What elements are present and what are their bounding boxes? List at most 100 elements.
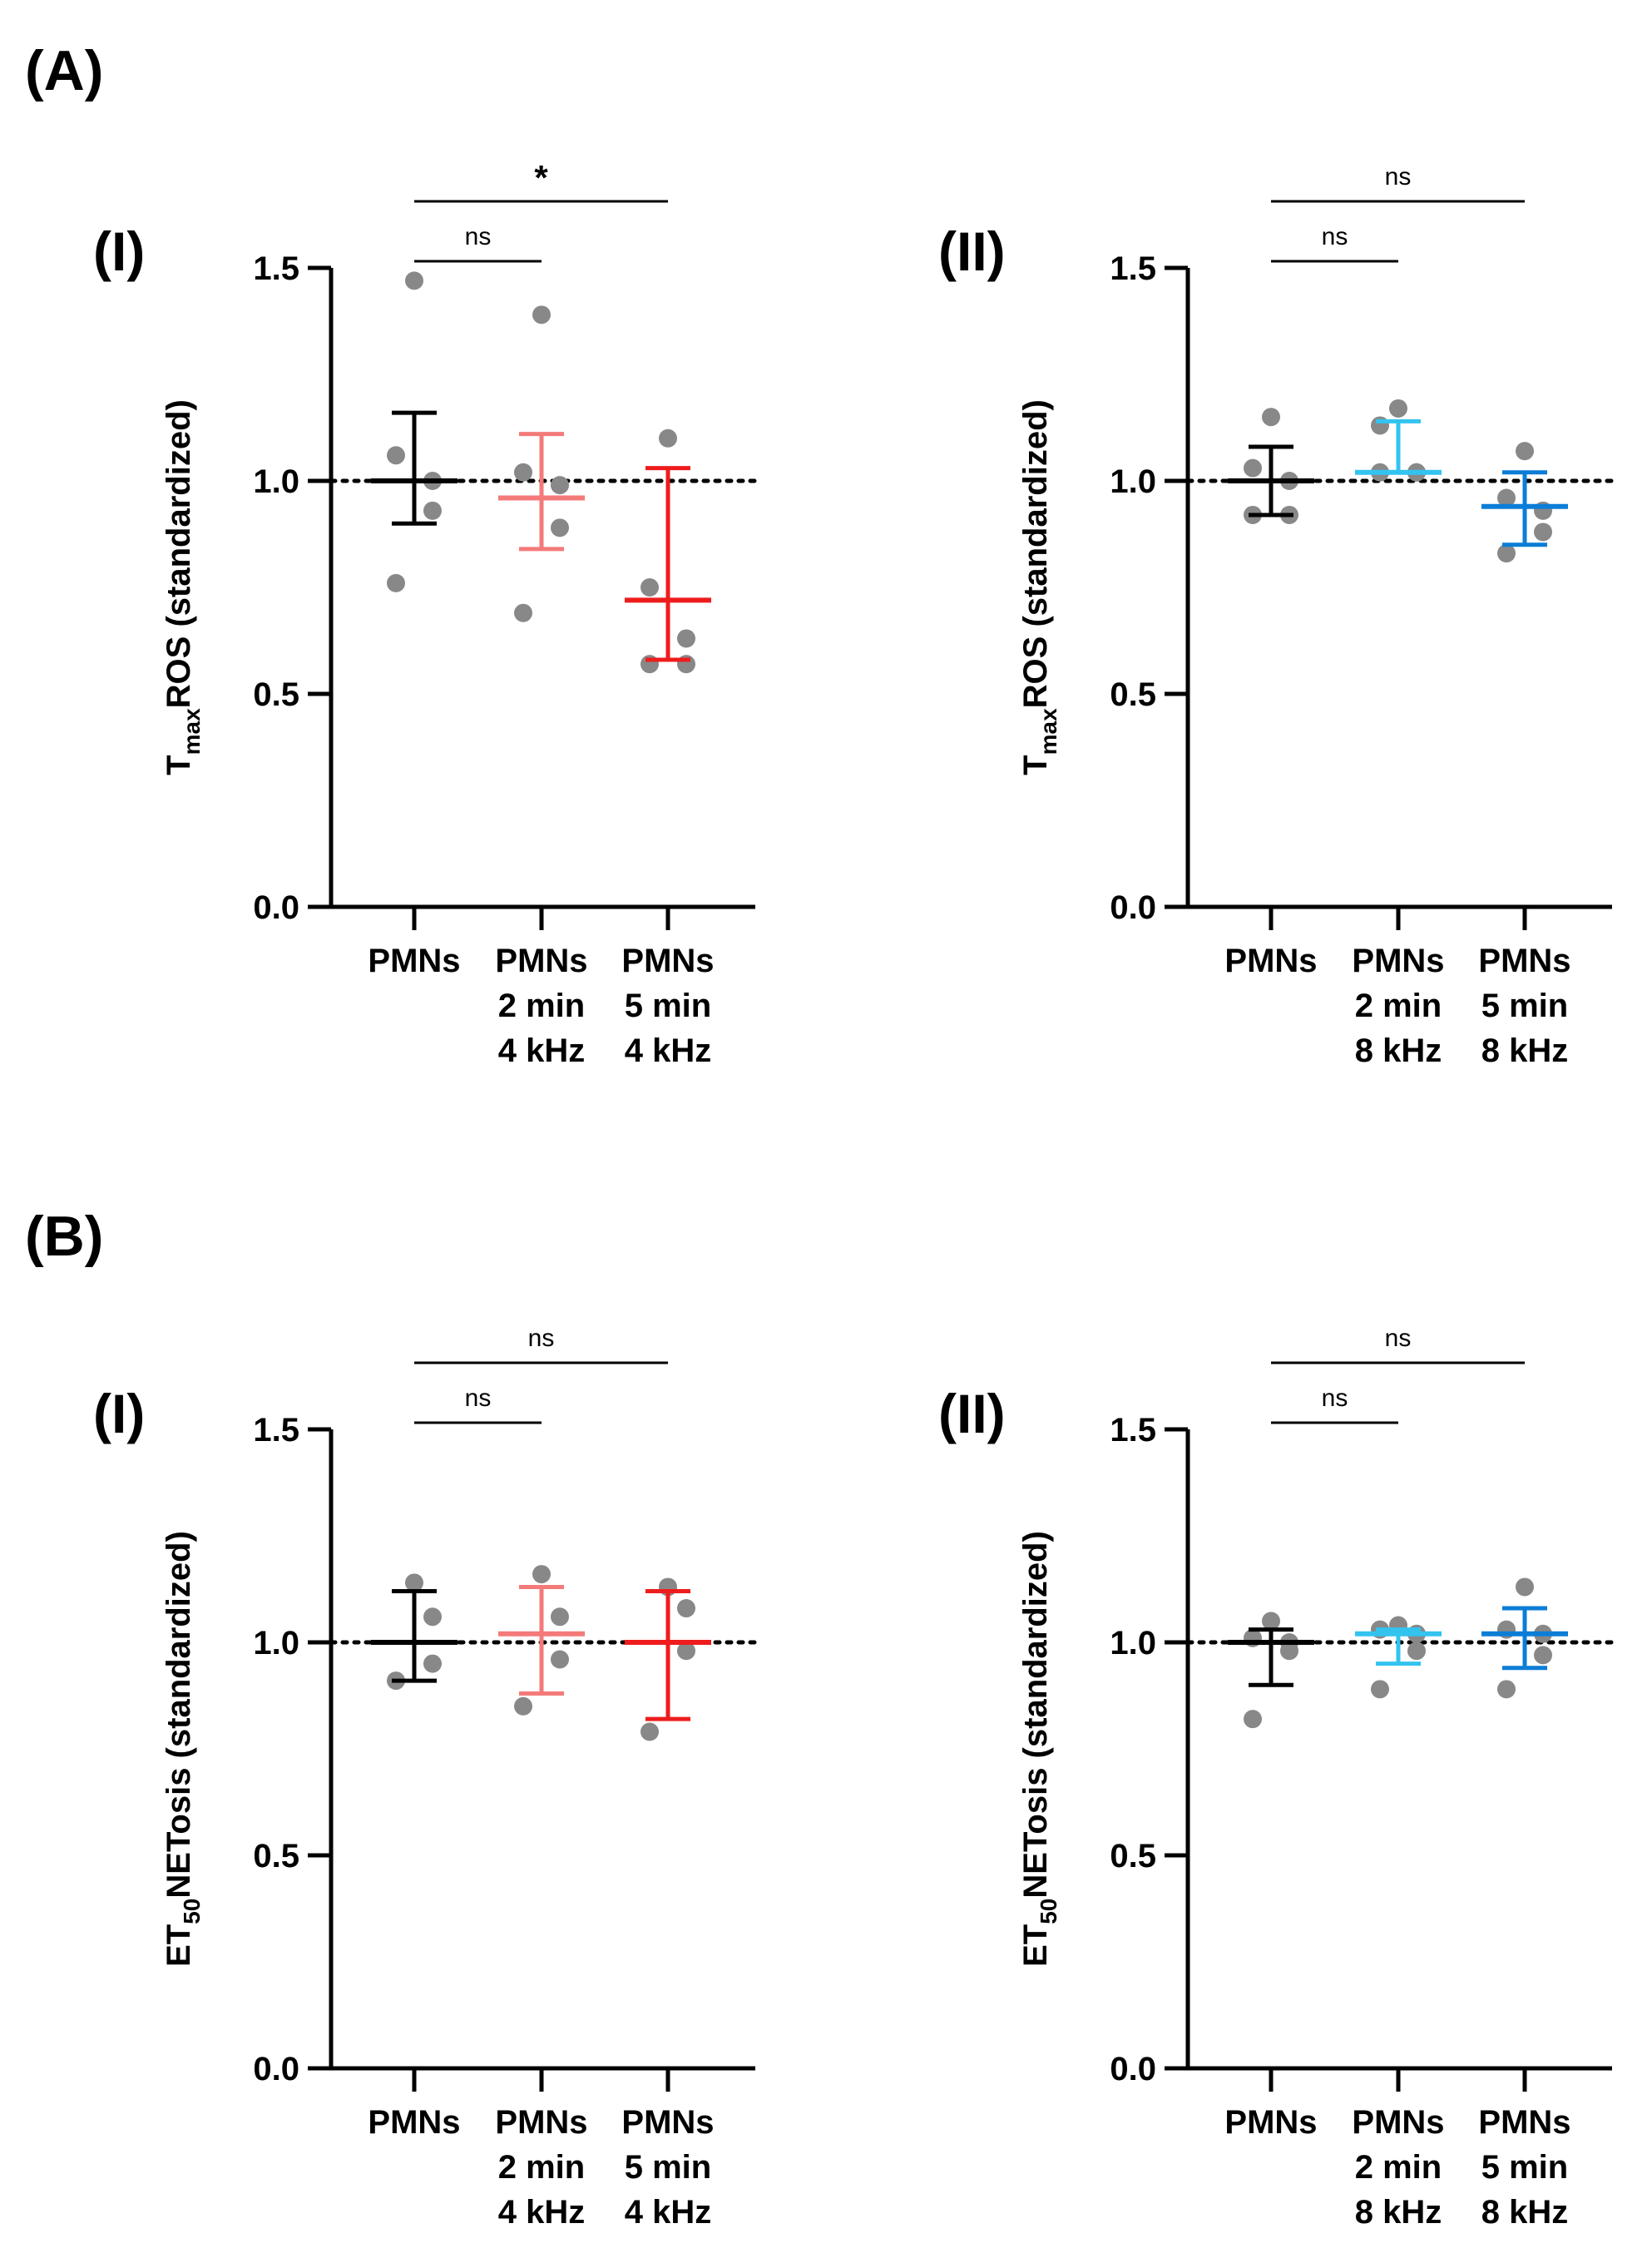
y-axis-label: TmaxROS (standardized) — [1017, 399, 1061, 775]
data-point — [423, 501, 442, 520]
data-point — [1497, 544, 1516, 563]
x-tick-label: 4 kHz — [625, 2194, 712, 2231]
data-point — [423, 1607, 442, 1627]
data-point — [1516, 1577, 1534, 1597]
y-tick-label: 1.0 — [253, 463, 299, 500]
y-tick-label: 0.0 — [1110, 889, 1156, 926]
data-point — [1244, 458, 1262, 478]
x-tick-label: 4 kHz — [498, 1032, 586, 1069]
data-point — [640, 1722, 659, 1741]
data-point — [677, 1642, 695, 1661]
x-tick-label: PMNs — [621, 2104, 714, 2141]
significance-label: ns — [465, 223, 492, 250]
y-tick-label: 0.5 — [1110, 676, 1156, 713]
x-tick-label: PMNs — [368, 2104, 460, 2141]
panel-label-B: (B) — [25, 1205, 103, 1268]
y-tick-label: 0.5 — [1110, 1838, 1156, 1874]
x-tick-label: PMNs — [1224, 2104, 1317, 2141]
significance-label: ns — [465, 1384, 492, 1412]
significance-label: ns — [528, 1325, 555, 1352]
data-point — [387, 573, 405, 592]
x-tick-label: 8 kHz — [1481, 2194, 1569, 2231]
y-tick-label: 1.0 — [253, 1625, 299, 1661]
data-point — [551, 1607, 569, 1627]
data-point — [423, 1654, 442, 1673]
data-point — [1371, 1680, 1389, 1699]
data-point — [640, 655, 659, 674]
chart-panel-2: (II) TmaxROS (standardized) 0.0 0.5 1.0 1.5 PM… — [938, 163, 1615, 1069]
x-tick-label: 5 min — [1481, 988, 1568, 1024]
x-tick-label: 5 min — [625, 988, 711, 1024]
y-axis-label: ET50NETosis (standardized) — [161, 1531, 205, 1967]
x-tick-label: PMNs — [495, 943, 587, 979]
y-tick-label: 1.5 — [253, 250, 299, 287]
data-point — [1262, 408, 1280, 427]
data-point — [1389, 399, 1407, 418]
y-tick-label: 0.5 — [253, 676, 299, 713]
data-point — [1497, 1680, 1516, 1699]
data-point — [532, 1565, 551, 1584]
data-point — [387, 446, 405, 465]
data-point — [1244, 1710, 1262, 1729]
x-tick-label: PMNs — [1352, 943, 1444, 979]
sub-panel-label: (II) — [938, 1383, 1006, 1444]
chart-panel-1: (I) TmaxROS (standardized) 0.0 0.5 1.0 1.5 PMN… — [93, 158, 758, 1069]
data-point — [1516, 442, 1534, 461]
data-point — [659, 428, 677, 448]
y-tick-label: 0.0 — [253, 2051, 299, 2087]
x-tick-label: 2 min — [1355, 988, 1442, 1024]
data-point — [1407, 1642, 1426, 1661]
x-tick-label: PMNs — [1478, 2104, 1570, 2141]
x-tick-label: PMNs — [621, 943, 714, 979]
x-tick-label: 8 kHz — [1481, 1032, 1569, 1069]
x-tick-label: 5 min — [625, 2149, 711, 2186]
sub-panel-label: (II) — [938, 220, 1006, 282]
chart-panel-4: (II) ET50NETosis (standardized) 0.0 0.5 1.0 1… — [938, 1325, 1615, 2231]
y-tick-label: 1.0 — [1110, 463, 1156, 500]
data-point — [514, 463, 532, 482]
data-point — [532, 305, 551, 324]
significance-label: ns — [1322, 1384, 1348, 1412]
x-tick-label: 8 kHz — [1355, 1032, 1442, 1069]
x-tick-label: PMNs — [495, 2104, 587, 2141]
sub-panel-label: (I) — [93, 1383, 145, 1444]
sub-panel-label: (I) — [93, 220, 145, 282]
x-tick-label: PMNs — [1352, 2104, 1444, 2141]
data-point — [514, 603, 532, 622]
data-point — [1371, 416, 1389, 435]
x-tick-label: 5 min — [1481, 2149, 1568, 2186]
x-tick-label: PMNs — [1478, 943, 1570, 979]
y-tick-label: 1.5 — [253, 1412, 299, 1448]
x-tick-label: 4 kHz — [625, 1032, 712, 1069]
data-point — [677, 1599, 695, 1618]
data-point — [1262, 1612, 1280, 1631]
data-point — [551, 476, 569, 495]
data-point — [551, 1650, 569, 1669]
data-point — [551, 518, 569, 537]
significance-label: ns — [1385, 1325, 1412, 1352]
data-point — [640, 578, 659, 597]
y-tick-label: 0.0 — [253, 889, 299, 926]
y-tick-label: 1.5 — [1110, 1412, 1156, 1448]
x-tick-label: PMNs — [368, 943, 460, 979]
x-tick-label: 2 min — [498, 2149, 585, 2186]
x-tick-label: 4 kHz — [498, 2194, 586, 2231]
chart-panel-3: (I) ET50NETosis (standardized) 0.0 0.5 1.0 1.… — [93, 1325, 758, 2231]
x-tick-label: PMNs — [1224, 943, 1317, 979]
data-point — [405, 271, 423, 290]
data-point — [677, 629, 695, 648]
data-point — [1497, 488, 1516, 508]
y-tick-label: 1.0 — [1110, 1625, 1156, 1661]
significance-label: ns — [1385, 163, 1412, 191]
significance-label: ns — [1322, 223, 1348, 250]
y-tick-label: 0.0 — [1110, 2051, 1156, 2087]
significance-label: * — [534, 158, 548, 197]
y-axis-label: TmaxROS (standardized) — [161, 399, 205, 775]
panel-label-A: (A) — [25, 39, 103, 102]
y-tick-label: 1.5 — [1110, 250, 1156, 287]
data-point — [677, 655, 695, 674]
x-tick-label: 8 kHz — [1355, 2194, 1442, 2231]
x-tick-label: 2 min — [498, 988, 585, 1024]
y-axis-label: ET50NETosis (standardized) — [1017, 1531, 1061, 1967]
